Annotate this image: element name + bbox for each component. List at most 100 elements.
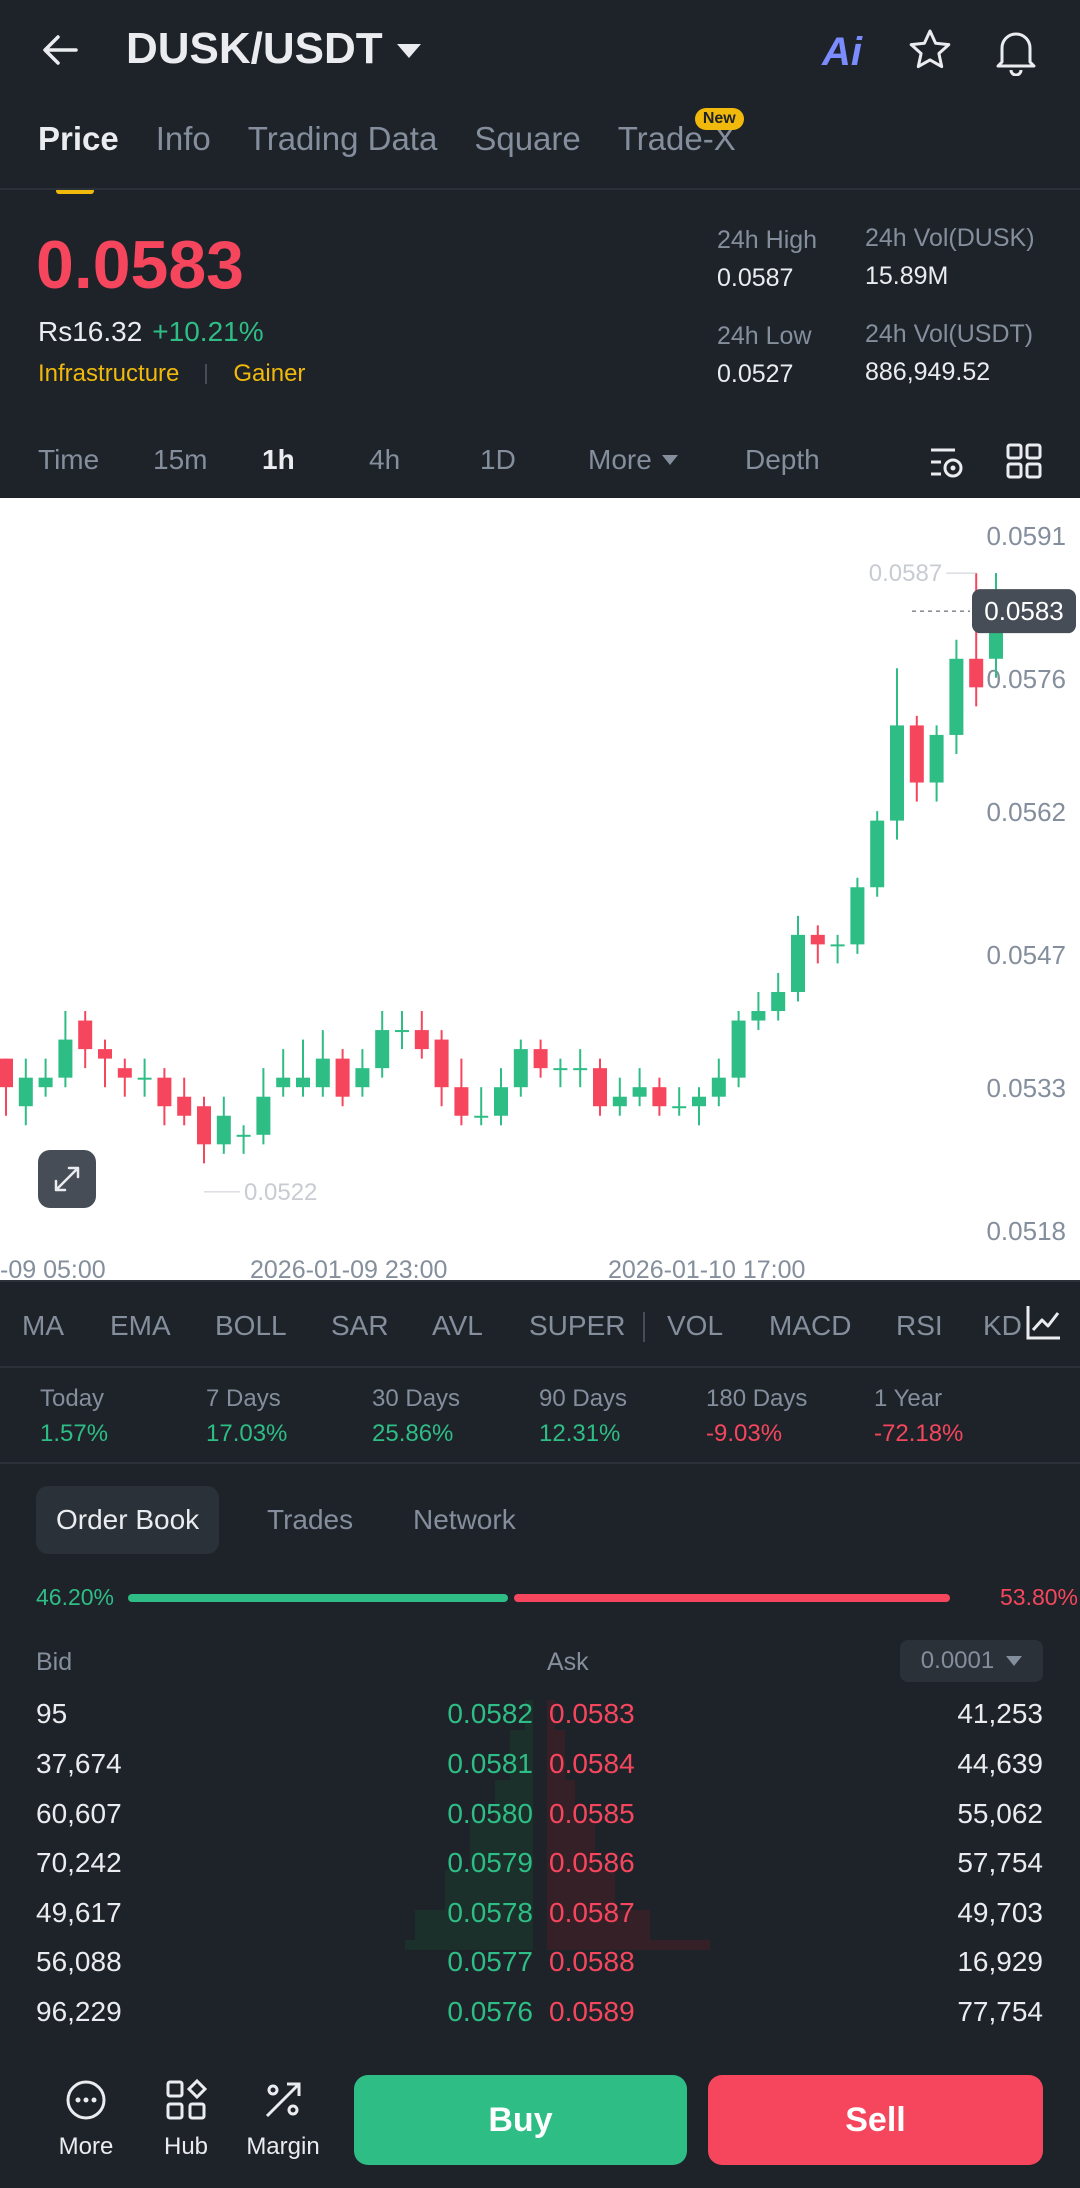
divider bbox=[0, 1280, 1080, 1282]
margin-icon bbox=[265, 2082, 301, 2118]
candle-body bbox=[137, 1077, 152, 1080]
margin-button[interactable]: Margin bbox=[244, 2078, 322, 2161]
pair-selector[interactable]: DUSK/USDT bbox=[126, 24, 421, 74]
bid-qty: 96,229 bbox=[36, 1996, 122, 2027]
tab-price[interactable]: Price bbox=[38, 120, 119, 194]
tf-depth[interactable]: Depth bbox=[745, 444, 820, 475]
high-label: 24h High bbox=[717, 226, 818, 254]
perf-value-1y: -72.18% bbox=[874, 1420, 964, 1447]
ind-vol[interactable]: VOL bbox=[667, 1310, 724, 1341]
caret-down-icon bbox=[661, 455, 678, 465]
bid-price: 0.0581 bbox=[447, 1748, 533, 1779]
tab-trades[interactable]: Trades bbox=[267, 1504, 354, 1535]
ind-kd[interactable]: KD bbox=[983, 1310, 1021, 1341]
order-book-row[interactable]: 95 0.0582 0.0583 41,253 bbox=[0, 1690, 1080, 1740]
indicator-chart-icon[interactable] bbox=[1024, 1302, 1064, 1347]
ind-super[interactable]: SUPER bbox=[529, 1310, 626, 1341]
candle-body bbox=[810, 934, 825, 945]
perf-value-today: 1.57% bbox=[40, 1420, 109, 1447]
tab-trading-data[interactable]: Trading Data bbox=[247, 120, 438, 157]
perf-label-90d: 90 Days bbox=[539, 1385, 628, 1412]
order-book-row[interactable]: 56,088 0.0577 0.0588 16,929 bbox=[0, 1938, 1080, 1988]
high-marker-label: 0.0587 bbox=[869, 560, 942, 587]
ask-price: 0.0583 bbox=[549, 1698, 635, 1729]
bid-qty: 95 bbox=[36, 1698, 68, 1729]
candle-body bbox=[197, 1106, 211, 1145]
buy-button[interactable]: Buy bbox=[354, 2075, 687, 2165]
expand-icon[interactable] bbox=[38, 1150, 96, 1208]
candle-body bbox=[98, 1049, 112, 1059]
hub-button[interactable]: Hub bbox=[155, 2078, 217, 2161]
tf-time[interactable]: Time bbox=[38, 444, 100, 475]
ask-price: 0.0584 bbox=[549, 1748, 635, 1779]
tf-4h[interactable]: 4h bbox=[369, 444, 401, 475]
y-tick-label: 0.0533 bbox=[986, 1073, 1066, 1103]
tab-square[interactable]: Square bbox=[474, 120, 581, 157]
ask-qty: 44,639 bbox=[957, 1748, 1043, 1779]
candle-body bbox=[632, 1087, 647, 1097]
chart-settings-icon[interactable] bbox=[927, 442, 967, 487]
tag-infrastructure[interactable]: Infrastructure bbox=[38, 360, 180, 387]
order-book-row[interactable]: 37,674 0.0581 0.0584 44,639 bbox=[0, 1740, 1080, 1790]
ind-macd[interactable]: MACD bbox=[769, 1310, 852, 1341]
ai-icon[interactable]: Ai bbox=[822, 30, 862, 74]
ind-rsi[interactable]: RSI bbox=[896, 1310, 943, 1341]
tab-info[interactable]: Info bbox=[155, 120, 211, 157]
sell-button[interactable]: Sell bbox=[708, 2075, 1043, 2165]
candle-body bbox=[593, 1068, 607, 1107]
candle-body bbox=[78, 1020, 93, 1050]
precision-selector[interactable]: 0.0001 bbox=[900, 1640, 1043, 1682]
back-arrow-icon[interactable] bbox=[38, 28, 88, 78]
y-tick-label: 0.0547 bbox=[986, 940, 1066, 970]
candle-body bbox=[771, 991, 786, 1012]
bid-price: 0.0577 bbox=[447, 1946, 533, 1977]
order-book-row[interactable]: 96,229 0.0576 0.0589 77,754 bbox=[0, 1988, 1080, 2038]
order-book-row[interactable]: 60,607 0.0580 0.0585 55,062 bbox=[0, 1790, 1080, 1840]
ask-qty: 41,253 bbox=[957, 1698, 1043, 1729]
candle-body bbox=[791, 934, 805, 992]
tab-trade-x[interactable]: Trade-X New bbox=[618, 108, 744, 158]
layout-grid-icon[interactable] bbox=[1005, 442, 1043, 485]
bid-price: 0.0582 bbox=[447, 1698, 533, 1729]
tf-more[interactable]: More bbox=[588, 444, 678, 476]
candle-body bbox=[177, 1096, 192, 1116]
tf-1h[interactable]: 1h bbox=[262, 444, 295, 475]
candle-body bbox=[38, 1077, 53, 1088]
ask-qty: 57,754 bbox=[957, 1847, 1043, 1878]
ind-avl[interactable]: AVL bbox=[432, 1310, 483, 1341]
low-marker-label: 0.0522 bbox=[244, 1179, 317, 1206]
tag-gainer[interactable]: Gainer bbox=[233, 360, 306, 387]
star-icon[interactable] bbox=[906, 26, 954, 79]
ind-boll[interactable]: BOLL bbox=[215, 1310, 287, 1341]
y-tick-label: 0.0591 bbox=[986, 521, 1066, 551]
more-button[interactable]: More bbox=[55, 2078, 117, 2161]
perf-value-7d: 17.03% bbox=[206, 1420, 288, 1447]
tf-1d[interactable]: 1D bbox=[480, 444, 516, 475]
bid-price: 0.0576 bbox=[447, 1996, 533, 2027]
order-book-row[interactable]: 49,617 0.0578 0.0587 49,703 bbox=[0, 1889, 1080, 1939]
candle-body bbox=[236, 1134, 251, 1137]
ask-ratio-bar bbox=[514, 1594, 950, 1602]
ind-sar[interactable]: SAR bbox=[331, 1310, 389, 1341]
caret-down-icon bbox=[396, 44, 421, 58]
price-change: +10.21% bbox=[152, 316, 264, 347]
candle-body bbox=[969, 658, 984, 688]
candle-body bbox=[157, 1077, 172, 1107]
candle-body bbox=[296, 1077, 310, 1088]
ind-ema[interactable]: EMA bbox=[110, 1310, 171, 1341]
price-chart[interactable]: 0.0591 0.0576 0.0562 0.0547 0.0533 0.0518 -09 … bbox=[0, 498, 1080, 1284]
bell-icon[interactable] bbox=[992, 26, 1040, 81]
order-book-row[interactable]: 70,242 0.0579 0.0586 57,754 bbox=[0, 1839, 1080, 1889]
ask-qty: 55,062 bbox=[957, 1798, 1043, 1829]
x-tick-label: 2026-01-10 17:00 bbox=[608, 1256, 805, 1280]
candle-body bbox=[751, 1011, 766, 1021]
tab-network[interactable]: Network bbox=[413, 1504, 516, 1535]
candle-body bbox=[890, 725, 904, 821]
ind-ma[interactable]: MA bbox=[22, 1310, 64, 1341]
bid-qty: 49,617 bbox=[36, 1897, 122, 1928]
candle-body bbox=[731, 1020, 746, 1078]
tab-order-book[interactable]: Order Book bbox=[36, 1486, 220, 1554]
candle-body bbox=[414, 1030, 429, 1050]
tf-15m[interactable]: 15m bbox=[153, 444, 208, 475]
perf-label-today: Today bbox=[40, 1385, 105, 1412]
